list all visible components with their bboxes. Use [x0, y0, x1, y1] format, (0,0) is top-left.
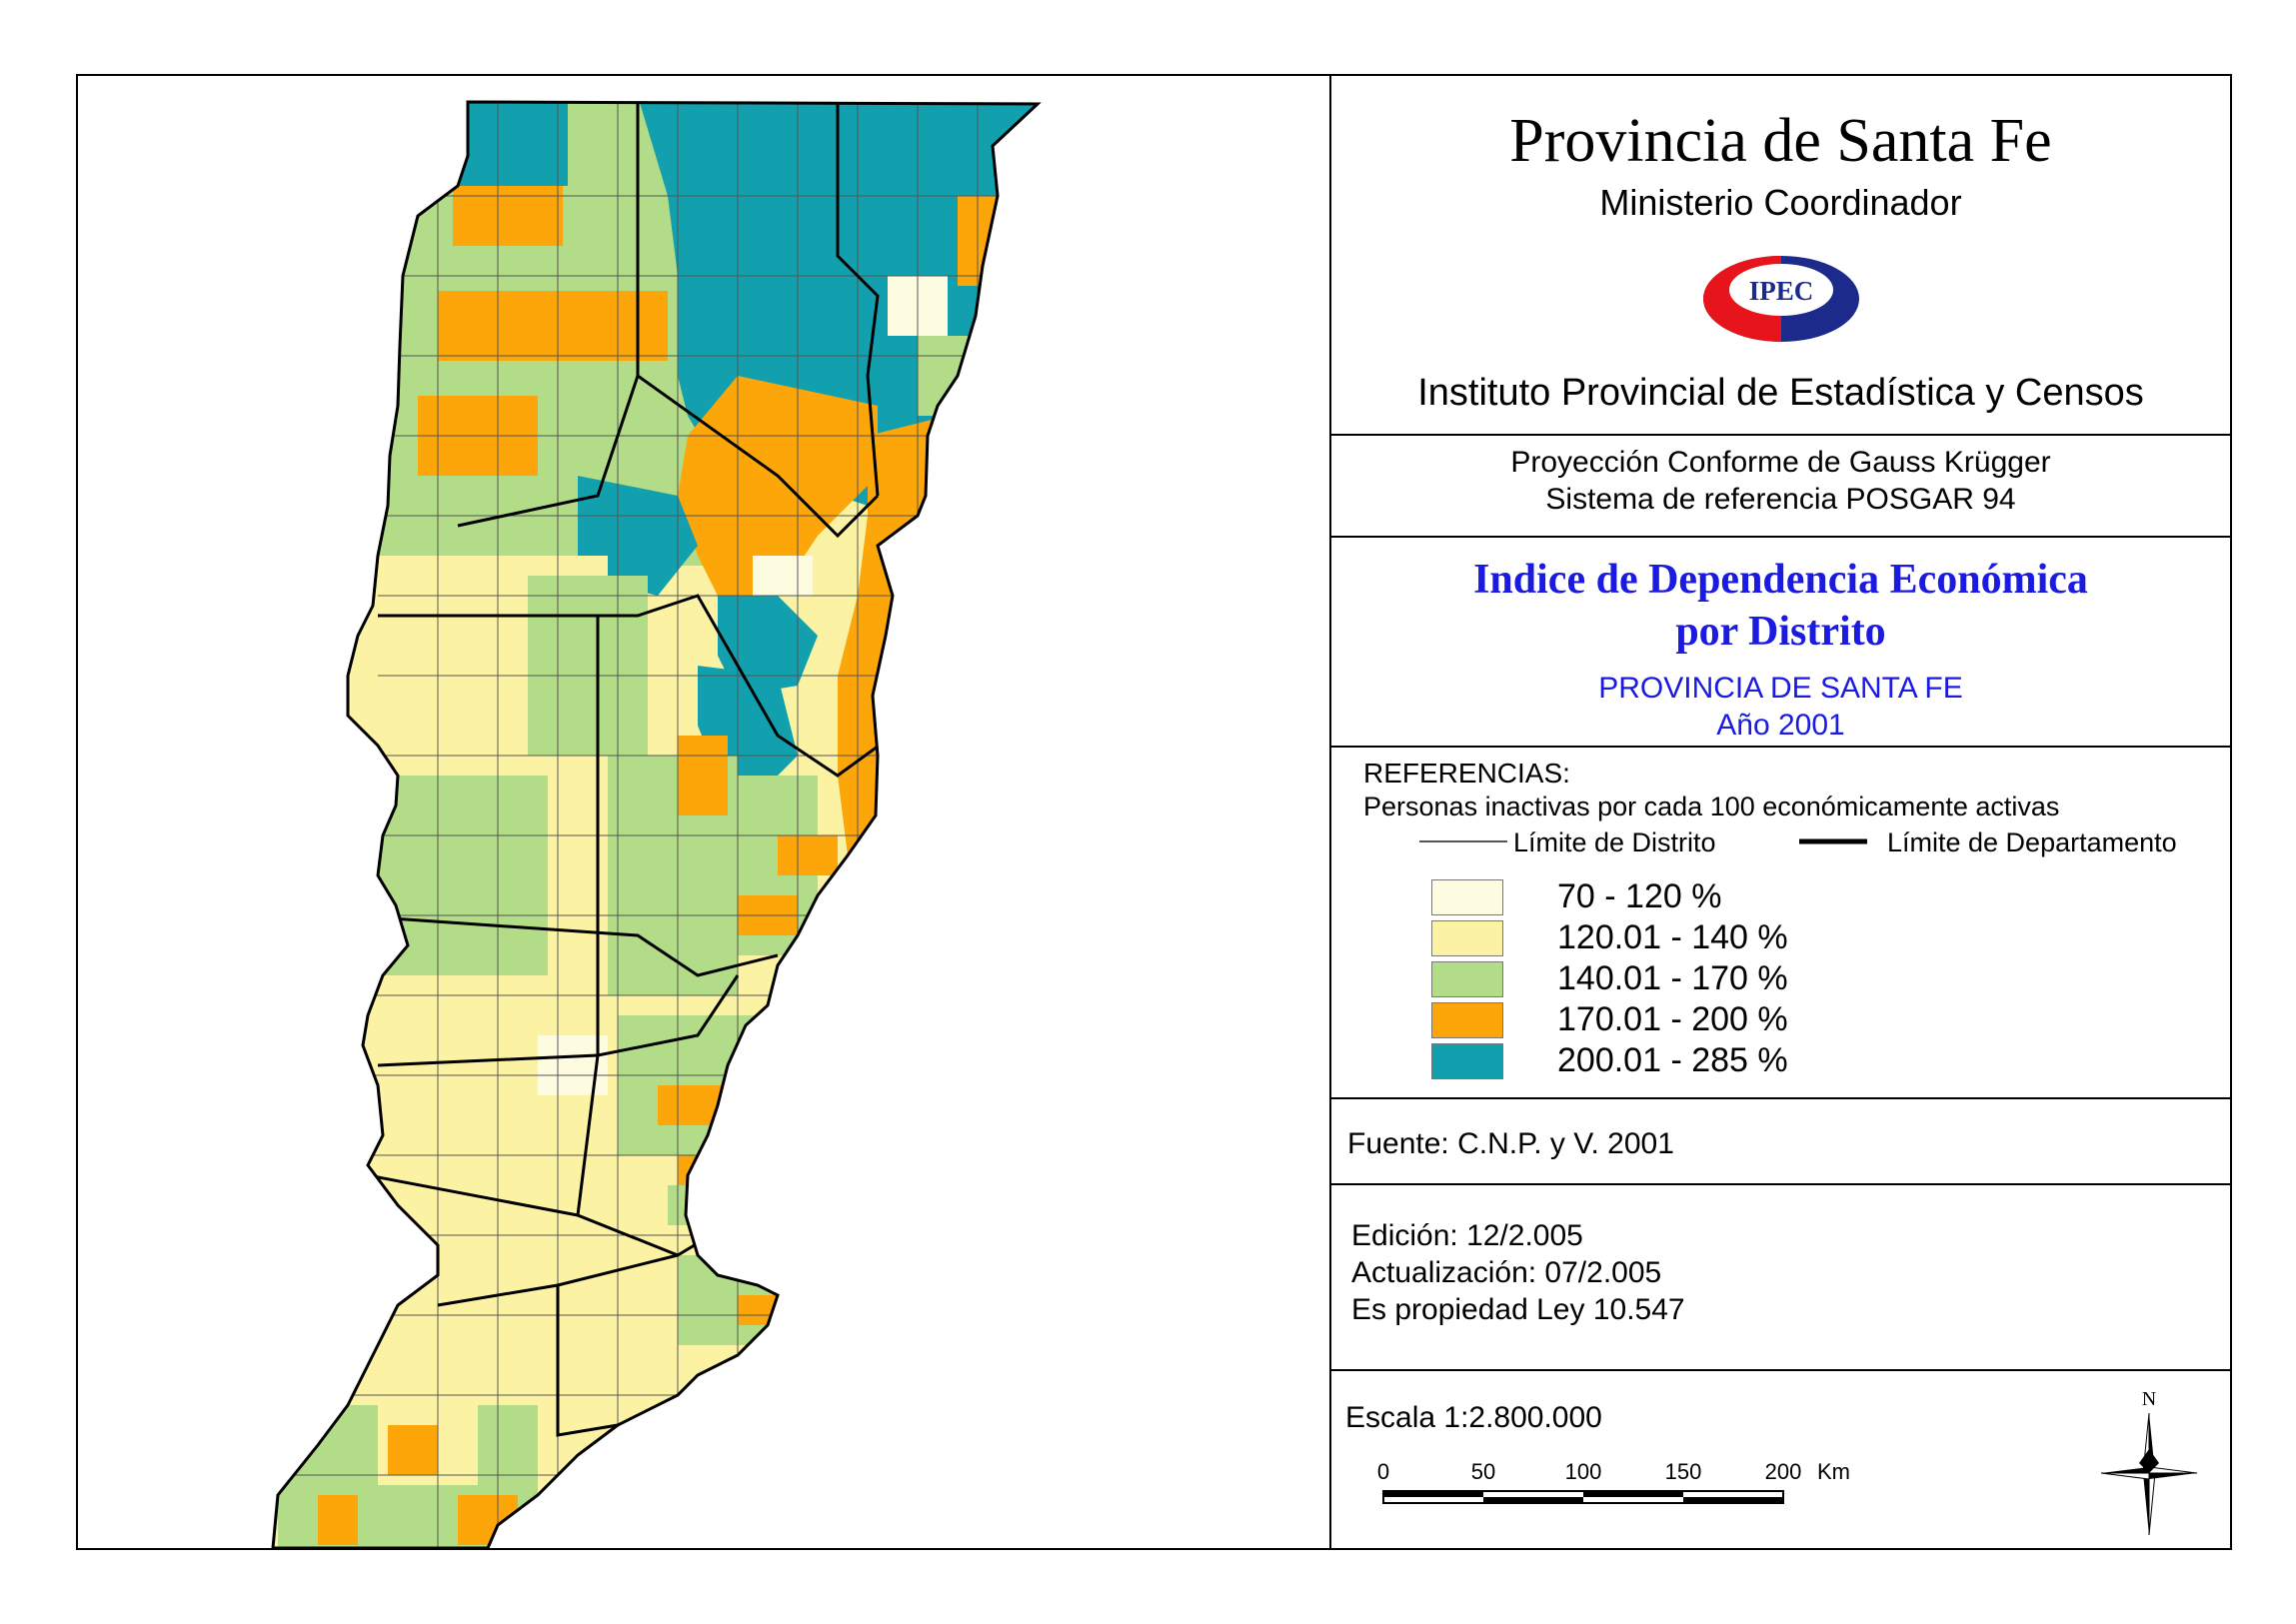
property-note: Es propiedad Ley 10.547	[1351, 1293, 1685, 1326]
divider	[1331, 536, 2230, 538]
north-arrow-icon: N	[2101, 1389, 2197, 1536]
map-subtitle: PROVINCIA DE SANTA FE Año 2001	[1331, 670, 2230, 744]
map-title-line1: Indice de Dependencia Económica	[1473, 557, 2088, 603]
scale-tick-0: 0	[1377, 1459, 1389, 1484]
reference-system-line: Sistema de referencia POSGAR 94	[1545, 483, 2016, 516]
projection-block: Proyección Conforme de Gauss Krügger Sis…	[1331, 444, 2230, 518]
district-limit-label: Límite de Distrito	[1513, 827, 1716, 857]
scale-segment	[1683, 1497, 1783, 1503]
scale-segment	[1483, 1497, 1583, 1503]
line-legend: Límite de Distrito Límite de Departament…	[1419, 827, 2177, 857]
legend-swatch	[1431, 961, 1503, 997]
department-limit-label: Límite de Departamento	[1887, 827, 2177, 857]
district-lines	[278, 102, 1038, 1548]
legend-swatch	[1431, 879, 1503, 915]
department-lines	[347, 102, 949, 1437]
legend-swatch	[1431, 1043, 1503, 1079]
legend-label: 170.01 - 200 %	[1557, 1000, 1788, 1038]
province-title: Provincia de Santa Fe	[1509, 107, 2052, 175]
logo-text: IPEC	[1749, 276, 1814, 306]
map-frame	[76, 74, 2232, 1550]
scale-bar: 0 50 100 150 200 Km	[1377, 1459, 1850, 1504]
scale-tick-150: 150	[1665, 1459, 1702, 1484]
province-caption: PROVINCIA DE SANTA FE	[1598, 672, 1963, 705]
ministry-label: Ministerio Coordinador	[1599, 182, 1962, 223]
map-title-line2: por Distrito	[1675, 609, 1886, 655]
divider	[1331, 1183, 2230, 1185]
references-heading: REFERENCIAS:	[1363, 758, 1570, 789]
scale-segment	[1583, 1491, 1683, 1497]
update-date: Actualización: 07/2.005	[1351, 1256, 1662, 1289]
year-caption: Año 2001	[1716, 709, 1845, 742]
scale-tick-100: 100	[1565, 1459, 1602, 1484]
institute-label: Instituto Provincial de Estadística y Ce…	[1417, 372, 2144, 414]
source-note: Fuente: C.N.P. y V. 2001	[1347, 1127, 1674, 1160]
scale-label: Escala 1:2.800.000	[1345, 1401, 1602, 1434]
map-panel	[78, 76, 1329, 1548]
projection-line: Proyección Conforme de Gauss Krügger	[1510, 446, 2051, 479]
ipec-logo: IPEC	[1703, 256, 1859, 342]
divider	[1331, 1369, 2230, 1371]
province-map	[271, 100, 1042, 1548]
legend-swatch	[1431, 1002, 1503, 1038]
divider	[1331, 746, 2230, 748]
edition-date: Edición: 12/2.005	[1351, 1219, 1583, 1252]
legend-label: 70 - 120 %	[1557, 877, 1722, 915]
legend-label: 140.01 - 170 %	[1557, 959, 1788, 997]
district-fills	[273, 102, 1038, 1548]
references-description: Personas inactivas por cada 100 económic…	[1363, 792, 2060, 821]
scale-tick-50: 50	[1471, 1459, 1495, 1484]
divider	[1331, 1097, 2230, 1099]
legend-label: 120.01 - 140 %	[1557, 918, 1788, 956]
scale-unit: Km	[1817, 1459, 1850, 1484]
scale-tick-200: 200	[1765, 1459, 1802, 1484]
legend-panel: Provincia de Santa Fe Ministerio Coordin…	[1329, 76, 2230, 1548]
scale-segment	[1383, 1491, 1483, 1497]
edition-block: Edición: 12/2.005 Actualización: 07/2.00…	[1351, 1217, 1685, 1328]
map-title: Indice de Dependencia Económica por Dist…	[1331, 554, 2230, 658]
legend-label: 200.01 - 285 %	[1557, 1041, 1788, 1079]
province-outline	[271, 100, 1042, 1548]
north-label: N	[2142, 1389, 2156, 1410]
legend-swatch	[1431, 920, 1503, 956]
divider	[1331, 434, 2230, 436]
